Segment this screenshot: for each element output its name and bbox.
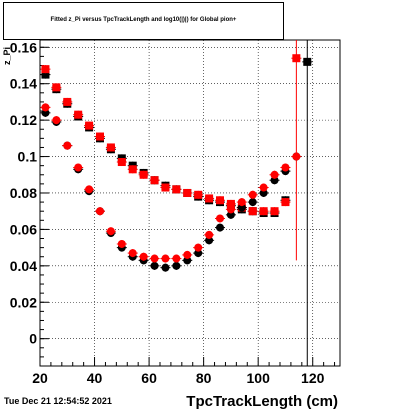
data-point-square xyxy=(74,110,83,119)
data-point-square xyxy=(216,196,224,205)
data-point-circle xyxy=(106,227,115,236)
x-tick-label: 20 xyxy=(32,370,48,386)
x-tick-label: 100 xyxy=(247,370,271,386)
data-point-square xyxy=(292,54,301,63)
y-tick-label: 0.16 xyxy=(10,39,37,55)
data-point-circle xyxy=(161,254,170,263)
chart-title: Fitted z_Pi versus TpcTrackLength and lo… xyxy=(50,17,237,23)
y-tick-label: 0.14 xyxy=(10,76,37,92)
data-point-square xyxy=(52,83,61,92)
data-point-square xyxy=(248,207,257,216)
data-point-circle xyxy=(216,223,224,232)
data-point-square xyxy=(63,97,72,106)
data-point-square xyxy=(194,190,203,199)
data-point-square xyxy=(41,65,50,74)
data-point-circle xyxy=(74,163,83,172)
plot-frame xyxy=(39,39,341,367)
y-tick-label: 0.08 xyxy=(10,185,37,201)
data-point-square xyxy=(259,207,268,216)
data-point-circle xyxy=(292,152,301,161)
data-point-circle xyxy=(63,141,72,150)
data-point-circle xyxy=(237,198,246,207)
data-point-circle xyxy=(205,230,214,239)
data-point-square xyxy=(172,185,181,194)
data-point-circle xyxy=(96,207,104,216)
grid-lines xyxy=(39,40,340,366)
y-tick-label: 0.06 xyxy=(10,221,37,237)
data-point-square xyxy=(226,199,235,208)
data-point-square xyxy=(183,188,192,197)
data-point-circle xyxy=(172,261,181,270)
data-point-circle xyxy=(183,250,192,259)
data-point-circle xyxy=(281,163,290,172)
error-bars xyxy=(295,40,308,366)
data-point-circle xyxy=(270,170,279,179)
data-point-circle xyxy=(248,198,257,207)
x-axis-label: TpcTrackLength (cm) xyxy=(186,393,338,409)
title-box: Fitted z_Pi versus TpcTrackLength and lo… xyxy=(3,2,284,40)
y-tick-label: 0.12 xyxy=(10,112,37,128)
data-point-circle xyxy=(216,214,224,223)
data-point-square xyxy=(106,143,115,152)
data-point-square xyxy=(281,198,290,207)
data-point-circle xyxy=(41,103,50,112)
x-tick-label: 40 xyxy=(87,370,103,386)
data-point-circle xyxy=(150,261,159,270)
data-point-circle xyxy=(52,116,61,125)
x-tick-label: 120 xyxy=(301,370,325,386)
data-point-circle xyxy=(194,243,203,252)
data-markers xyxy=(40,54,313,272)
data-point-square xyxy=(96,132,104,141)
y-tick-label: 0.02 xyxy=(10,294,37,310)
y-axis-label: z_Pi xyxy=(2,47,12,65)
y-tick-label: 0 xyxy=(29,331,37,347)
data-point-square xyxy=(303,57,312,66)
timestamp: Tue Dec 21 12:54:52 2021 xyxy=(4,396,112,406)
data-point-circle xyxy=(117,239,126,248)
data-point-square xyxy=(161,183,170,192)
data-point-square xyxy=(270,207,279,216)
data-point-square xyxy=(85,121,94,130)
data-point-square xyxy=(139,170,148,179)
data-point-circle xyxy=(128,249,137,258)
data-point-circle xyxy=(150,254,159,263)
tick-labels: 20 40 60 80 100 120 0 0.02 0.04 0.06 0.08 0.1 0.12 0.… xyxy=(10,39,325,386)
x-tick-label: 80 xyxy=(196,370,212,386)
data-point-circle xyxy=(259,183,268,192)
data-point-circle xyxy=(85,185,94,194)
y-tick-label: 0.1 xyxy=(18,149,38,165)
data-point-square xyxy=(41,70,50,79)
data-point-square xyxy=(117,158,126,167)
y-tick-label: 0.04 xyxy=(10,258,37,274)
data-point-circle xyxy=(226,205,235,214)
data-point-circle xyxy=(172,254,181,263)
data-point-square xyxy=(205,194,214,203)
data-point-square xyxy=(150,176,159,185)
data-point-circle xyxy=(161,263,170,272)
x-tick-label: 60 xyxy=(141,370,157,386)
data-point-circle xyxy=(139,252,148,261)
data-point-circle xyxy=(248,190,257,199)
data-point-square xyxy=(128,165,137,174)
axis-ticks xyxy=(39,46,336,366)
